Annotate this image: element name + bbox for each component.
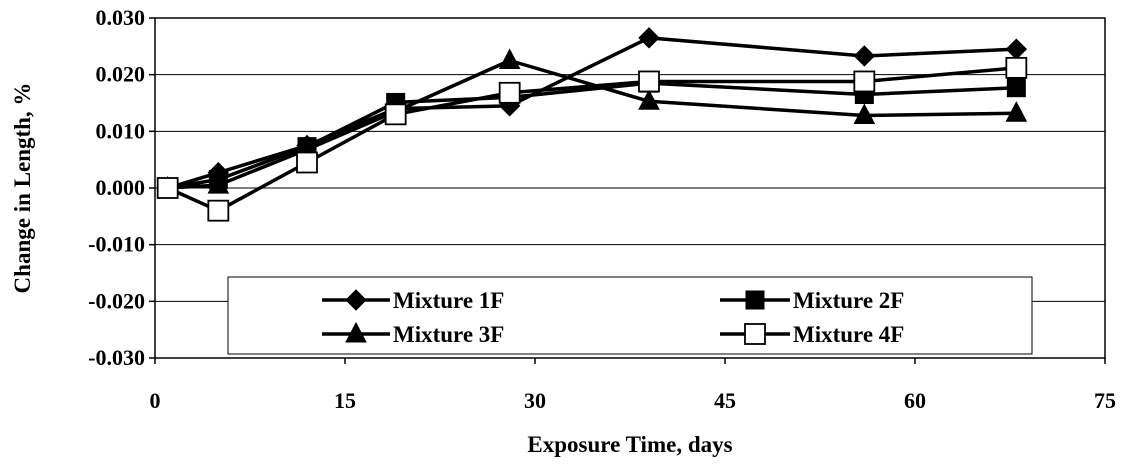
legend-marker <box>744 323 766 345</box>
series-4 <box>156 56 1028 222</box>
y-tick-label: 0.000 <box>96 175 146 200</box>
data-point <box>1005 101 1028 122</box>
x-tick-label: 30 <box>524 388 546 413</box>
data-point <box>384 103 407 126</box>
data-point <box>207 173 230 194</box>
data-point <box>207 199 230 222</box>
series-2 <box>158 73 1026 198</box>
series-line <box>167 36 1017 190</box>
legend-label: Mixture 2F <box>793 288 904 313</box>
legend-item: Mixture 2F <box>720 288 904 313</box>
data-point <box>853 70 876 93</box>
legend: Mixture 1F Mixture 2F Mixture 3F Mixture 4F <box>227 276 1033 355</box>
series-line <box>167 58 1017 190</box>
x-tick-label: 15 <box>334 388 356 413</box>
data-point <box>638 70 660 93</box>
y-tick-label: -0.020 <box>88 288 145 313</box>
x-tick-label: 75 <box>1094 388 1116 413</box>
y-tick-label: 0.020 <box>96 62 146 87</box>
legend-marker <box>345 289 367 311</box>
data-point <box>498 48 521 69</box>
data-point <box>1005 38 1028 60</box>
data-point <box>1005 56 1028 79</box>
data-point <box>853 45 876 67</box>
data-point <box>498 81 521 104</box>
y-tick-label: -0.010 <box>88 232 145 257</box>
x-tick-label: 0 <box>150 388 161 413</box>
series-line <box>167 81 1017 190</box>
data-point <box>296 151 318 174</box>
data-point <box>853 103 876 124</box>
data-point <box>1006 78 1026 98</box>
y-tick-label: 0.030 <box>96 5 146 30</box>
y-tick-label: -0.030 <box>88 345 145 370</box>
x-tick-label: 60 <box>904 388 926 413</box>
series-line <box>166 66 1017 213</box>
series-layer <box>156 27 1028 222</box>
y-tick-label: 0.010 <box>96 118 146 143</box>
x-axis-title: Exposure Time, days <box>527 432 732 457</box>
data-point <box>638 27 660 49</box>
legend-item: Mixture 4F <box>720 322 904 347</box>
data-point <box>156 177 179 199</box>
data-point <box>638 89 660 110</box>
legend-marker <box>745 290 765 310</box>
gridlines <box>155 74 1105 302</box>
legend-label: Mixture 4F <box>793 322 904 347</box>
legend-label: Mixture 1F <box>393 288 504 313</box>
y-axis-title: Change in Length, % <box>10 83 35 294</box>
legend-label: Mixture 3F <box>393 322 504 347</box>
legend-marker <box>345 321 367 343</box>
x-tick-label: 45 <box>714 388 736 413</box>
legend-item: Mixture 1F <box>322 288 504 313</box>
legend-item: Mixture 3F <box>322 321 504 347</box>
